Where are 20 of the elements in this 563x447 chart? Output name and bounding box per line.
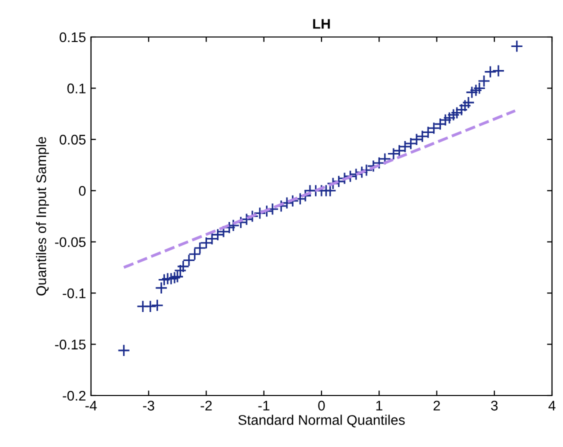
y-tick-label: -0.2: [62, 390, 86, 401]
x-tick-label: 4: [548, 400, 556, 410]
y-tick-label: -0.05: [55, 237, 86, 248]
x-tick-label: 1: [376, 400, 382, 410]
x-tick-label: 0: [318, 400, 325, 411]
x-axis-title: Standard Normal Quantiles: [238, 414, 405, 428]
x-tick-label: -2: [200, 400, 212, 410]
x-tick-label: 2: [434, 400, 440, 410]
chart-title: LH: [313, 19, 330, 29]
y-tick-label: 0.05: [60, 134, 86, 145]
y-tick-label: 0.15: [60, 32, 86, 42]
x-tick-label: 3: [491, 400, 498, 411]
x-tick-label: -4: [85, 400, 97, 410]
x-tick-label: -3: [143, 400, 154, 411]
x-tick-label: -1: [258, 400, 270, 410]
y-tick-label: -0.15: [55, 340, 86, 350]
y-tick-label: 0: [78, 186, 86, 196]
y-axis-title: Quantiles of Input Sample: [36, 136, 49, 296]
y-tick-label: 0.1: [67, 84, 86, 94]
y-tick-label: -0.1: [62, 288, 86, 298]
